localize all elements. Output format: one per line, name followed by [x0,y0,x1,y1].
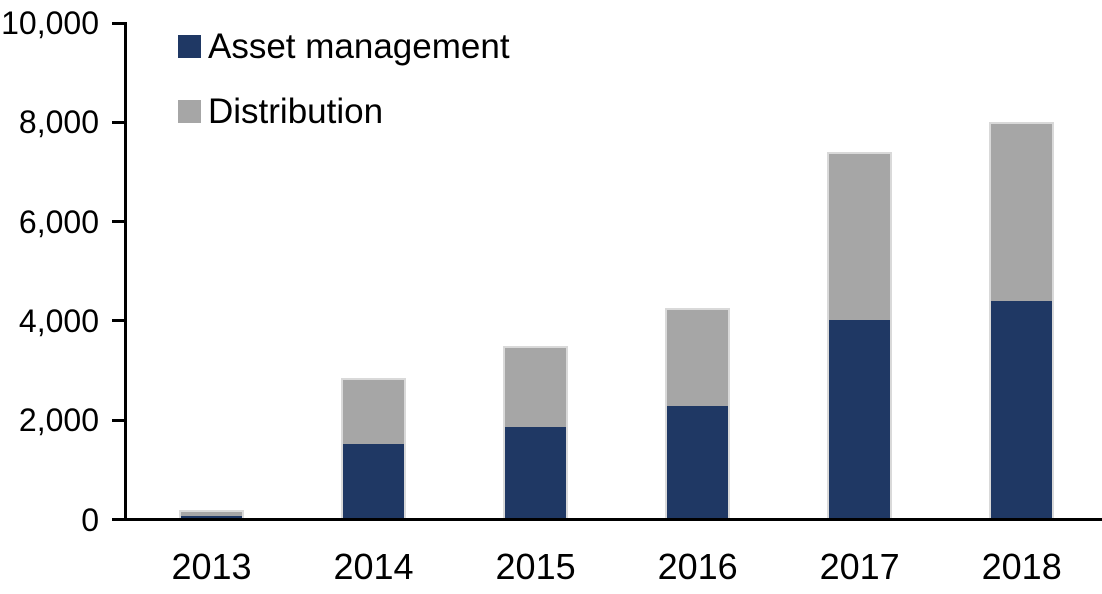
x-tick-label-2013: 2013 [171,546,252,587]
legend-item-distribution: Distribution [178,94,383,129]
bar-segment-distribution-2013 [181,511,242,516]
y-tick-label-4000: 4,000 [18,302,99,339]
legend-swatch-asset-management [178,35,201,58]
bar-2017 [827,152,893,520]
bar-segment-asset-management-2013 [181,515,242,520]
y-axis-line [124,23,127,520]
bar-segment-asset-management-2015 [505,426,567,520]
bar-segment-asset-management-2016 [667,405,729,520]
bar-segment-asset-management-2018 [991,301,1053,520]
y-tick-label-2000: 2,000 [18,402,99,439]
y-tick-mark-6000 [112,220,127,224]
y-tick-label-8000: 8,000 [18,104,99,141]
bar-2016 [665,308,731,520]
bar-segment-asset-management-2014 [343,443,405,520]
y-tick-mark-10000 [112,21,127,25]
bar-segment-asset-management-2017 [829,319,891,520]
x-tick-label-2015: 2015 [495,546,576,587]
legend-label-asset-management: Asset management [208,27,510,66]
legend-label-distribution: Distribution [208,92,384,131]
bar-segment-distribution-2015 [505,347,567,427]
x-axis-line [112,518,1102,521]
y-tick-label-10000: 10,000 [1,5,99,41]
bar-2014 [341,377,407,520]
y-tick-label-0: 0 [81,501,99,538]
bar-segment-distribution-2016 [667,310,729,406]
y-tick-mark-8000 [112,120,127,124]
bar-2013 [179,509,244,520]
x-tick-label-2018: 2018 [981,546,1062,587]
x-tick-label-2016: 2016 [657,546,738,587]
y-tick-label-6000: 6,000 [18,203,99,240]
bar-segment-distribution-2014 [343,379,405,444]
y-tick-mark-2000 [112,418,127,422]
x-tick-label-2017: 2017 [819,546,900,587]
y-tick-mark-4000 [112,319,127,323]
legend-item-asset-management: Asset management [178,29,510,64]
bar-segment-distribution-2017 [829,154,891,320]
bar-segment-distribution-2018 [991,124,1053,302]
bar-2015 [503,345,569,520]
bar-2018 [989,122,1055,520]
x-tick-label-2014: 2014 [333,546,414,587]
legend-swatch-distribution [178,100,201,123]
